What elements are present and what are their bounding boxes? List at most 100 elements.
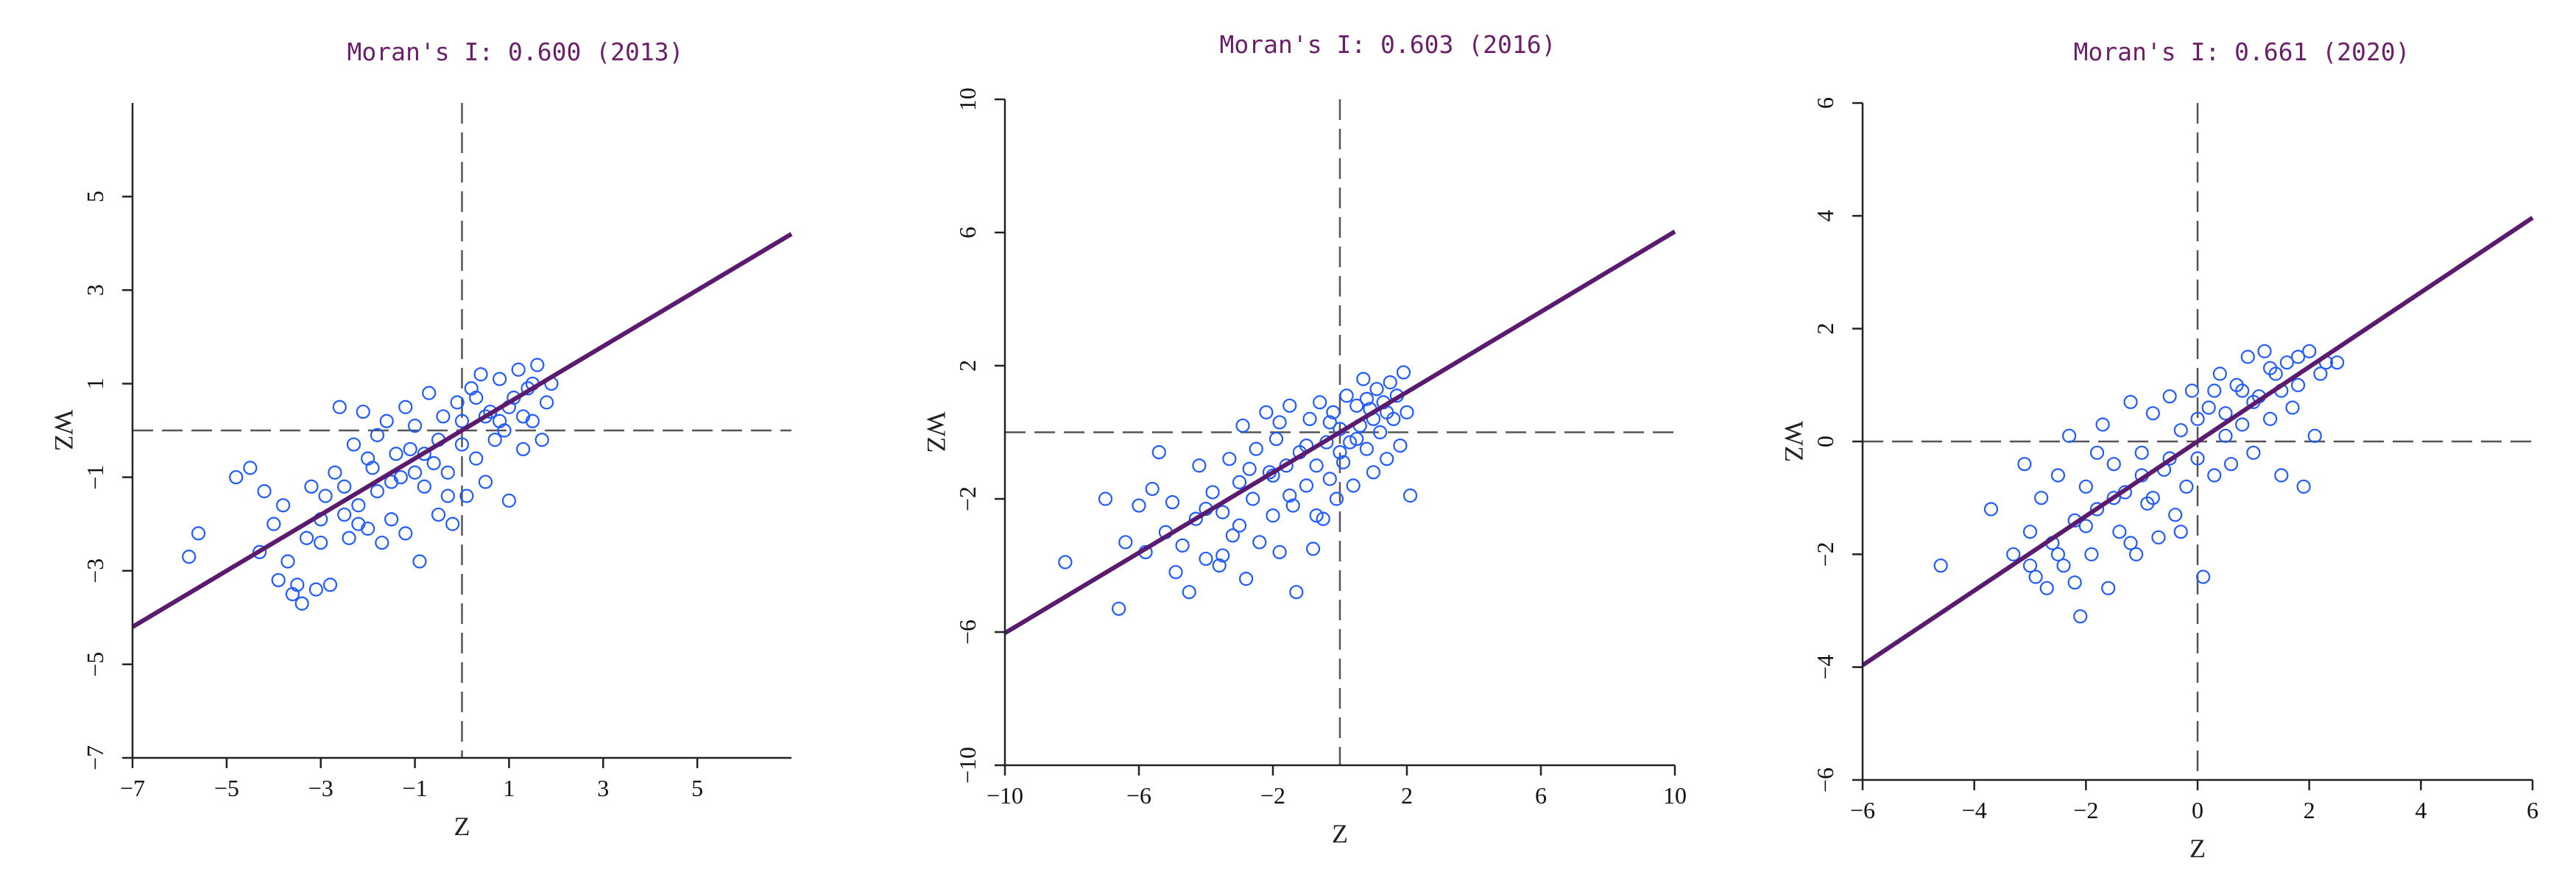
- y-tick-label: −4: [1812, 655, 1838, 680]
- y-tick-label: −6: [1812, 767, 1838, 792]
- x-axis-label: Z: [1332, 819, 1348, 848]
- data-point: [2095, 417, 2110, 432]
- data-point: [1302, 411, 1317, 427]
- x-axis-label: Z: [2189, 834, 2206, 863]
- data-point: [1249, 441, 1263, 456]
- data-point: [2173, 525, 2188, 539]
- data-point: [1238, 571, 1254, 586]
- data-point: [2084, 547, 2099, 561]
- data-point: [2006, 547, 2021, 561]
- data-point: [459, 489, 474, 503]
- data-point: [2078, 519, 2093, 533]
- data-point: [332, 400, 347, 414]
- data-point: [1285, 498, 1300, 513]
- data-point: [1335, 455, 1351, 469]
- data-point: [253, 544, 267, 559]
- data-point: [2207, 468, 2222, 483]
- data-point: [534, 433, 549, 447]
- data-point: [2168, 508, 2183, 522]
- data-point: [2123, 394, 2138, 409]
- data-point: [1359, 441, 1375, 456]
- data-point: [2039, 581, 2054, 595]
- data-point: [2128, 547, 2144, 561]
- data-point: [2073, 609, 2088, 624]
- data-point: [318, 489, 333, 503]
- data-point: [478, 409, 493, 424]
- data-point: [493, 372, 507, 386]
- data-point: [1192, 458, 1207, 473]
- data-point: [322, 578, 338, 592]
- data-point: [445, 517, 460, 531]
- data-point: [1272, 415, 1287, 430]
- data-point: [1272, 544, 1287, 560]
- data-point: [351, 498, 366, 513]
- data-point: [351, 517, 366, 531]
- y-tick-label: 1: [82, 377, 108, 389]
- data-point: [2028, 570, 2043, 584]
- data-point: [1383, 375, 1397, 390]
- data-point: [1225, 528, 1241, 543]
- x-tick-label: 6: [2527, 797, 2538, 823]
- y-tick-label: 2: [1812, 323, 1838, 335]
- data-point: [2101, 581, 2116, 595]
- x-tick-label: 10: [1663, 782, 1687, 809]
- data-point: [436, 409, 451, 424]
- data-point: [1215, 505, 1230, 519]
- data-point: [2235, 383, 2250, 398]
- data-point: [280, 554, 295, 569]
- data-point: [539, 395, 554, 410]
- x-tick-label: 0: [2192, 797, 2203, 823]
- x-tick-label: −7: [120, 775, 145, 801]
- data-point: [2145, 491, 2160, 505]
- data-point: [2056, 558, 2071, 573]
- data-point: [469, 390, 484, 405]
- data-point: [2089, 502, 2105, 517]
- data-point: [2302, 344, 2317, 358]
- y-tick-label: −3: [82, 558, 108, 583]
- data-point: [1246, 492, 1260, 506]
- data-point: [1205, 485, 1220, 500]
- data-point: [2223, 457, 2239, 472]
- data-point: [1235, 418, 1250, 433]
- x-tick-label: −2: [1260, 782, 1285, 809]
- y-tick-label: −6: [954, 620, 981, 645]
- data-point: [450, 395, 465, 410]
- data-point: [2112, 525, 2127, 539]
- data-point: [2313, 366, 2328, 381]
- y-tick-label: 5: [82, 191, 108, 202]
- data-point: [1058, 555, 1073, 570]
- data-point: [1313, 395, 1327, 410]
- data-point: [2050, 547, 2066, 561]
- x-tick-label: −6: [1850, 797, 1875, 823]
- data-point: [290, 578, 305, 592]
- data-point: [1322, 415, 1337, 430]
- data-point: [1132, 498, 1146, 513]
- data-point: [2235, 417, 2250, 432]
- data-point: [469, 451, 484, 466]
- data-point: [304, 479, 319, 494]
- data-point: [1182, 585, 1196, 600]
- data-point: [2201, 400, 2216, 415]
- data-point: [275, 498, 291, 513]
- data-point: [1299, 478, 1314, 493]
- data-point: [384, 512, 399, 527]
- chart-title: Moran's I: 0.661 (2020): [2074, 38, 2410, 66]
- data-point: [2240, 350, 2255, 364]
- data-point: [379, 414, 394, 428]
- data-point: [431, 507, 446, 522]
- data-point: [1151, 445, 1166, 460]
- data-point: [2106, 491, 2121, 505]
- data-point: [1366, 465, 1381, 480]
- data-point: [370, 428, 385, 442]
- y-tick-label: −2: [954, 486, 981, 511]
- y-tick-label: −2: [1812, 542, 1838, 567]
- data-point: [473, 367, 488, 382]
- data-point: [1165, 494, 1180, 510]
- data-point: [2106, 457, 2121, 472]
- data-point: [2022, 525, 2038, 539]
- data-point: [2246, 445, 2261, 460]
- chart-title: Moran's I: 0.600 (2013): [347, 38, 684, 66]
- data-point: [1279, 458, 1294, 473]
- y-tick-label: −7: [82, 745, 108, 770]
- data-point: [243, 461, 258, 475]
